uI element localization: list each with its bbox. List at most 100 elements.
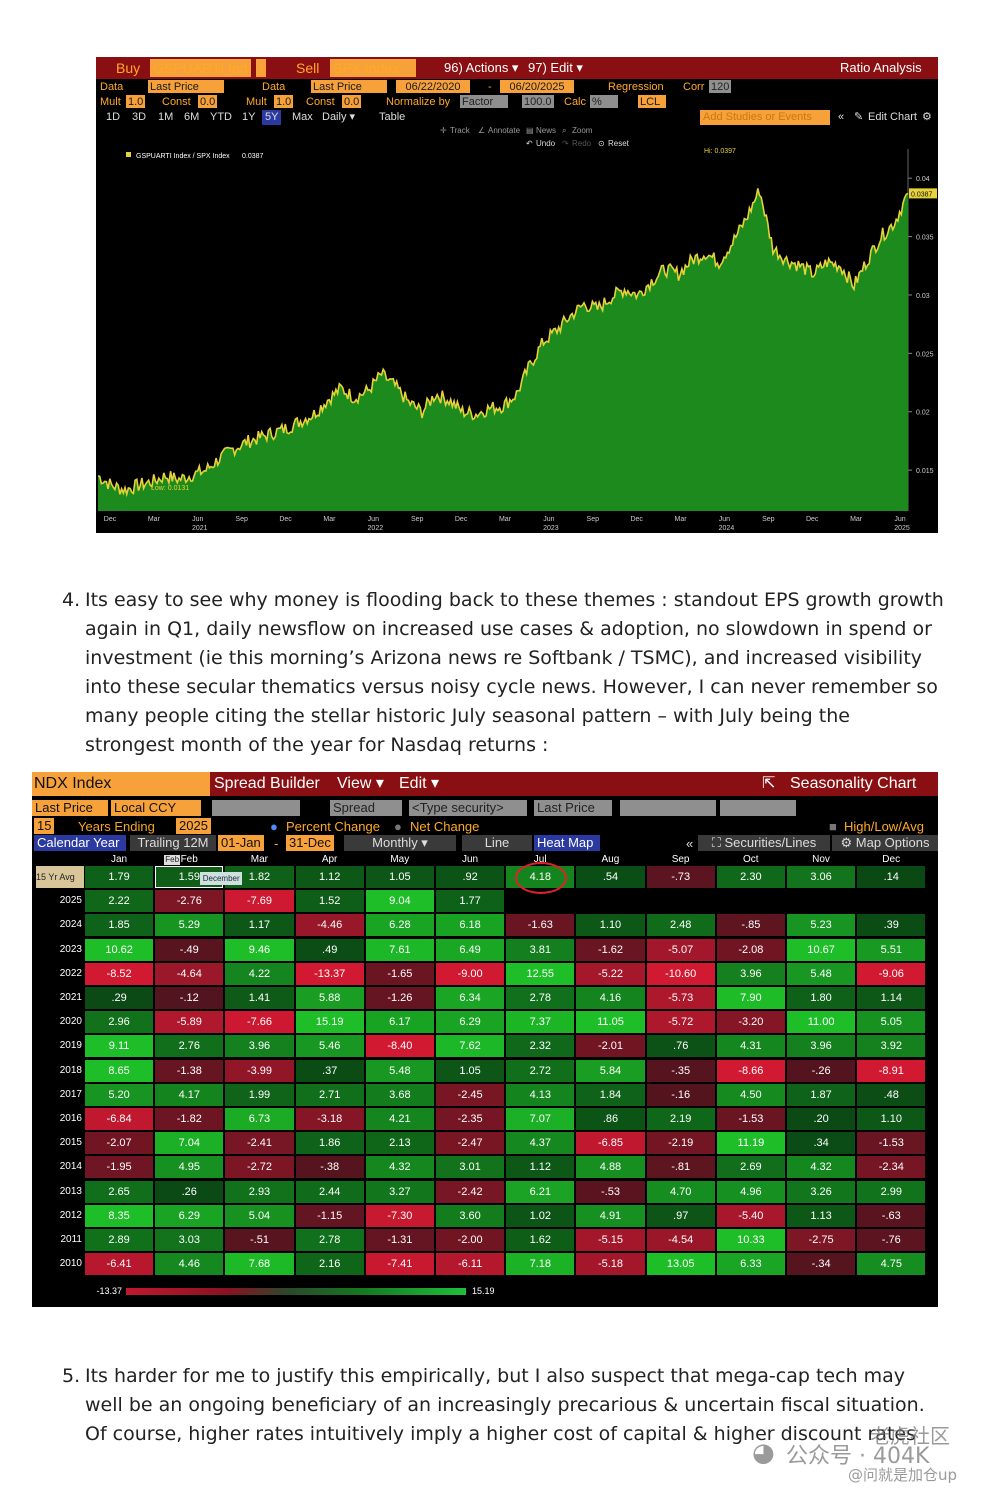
high-low-avg-checkbox[interactable]: High/Low/Avg (844, 819, 924, 834)
heat-cell[interactable]: -5.15 (576, 1229, 645, 1251)
heat-cell[interactable]: -2.45 (436, 1083, 505, 1106)
start-date-input[interactable]: 06/22/2020 (396, 80, 470, 93)
heat-cell[interactable]: -7.30 (365, 1204, 434, 1227)
heat-cell[interactable]: 1.41 (225, 987, 294, 1009)
heat-cell[interactable]: 4.91 (576, 1204, 645, 1227)
heat-cell[interactable]: -.34 (787, 1253, 856, 1276)
net-change-radio[interactable]: Net Change (410, 819, 480, 834)
heat-cell[interactable]: 1.77 (436, 890, 505, 913)
heat-cell[interactable]: 8.65 (85, 1059, 154, 1082)
heat-cell[interactable]: 2.13 (365, 1132, 434, 1155)
heat-cell[interactable]: 4.32 (787, 1156, 856, 1179)
heat-cell[interactable]: 4.75 (857, 1253, 926, 1276)
heat-cell[interactable]: -8.91 (857, 1059, 926, 1082)
heat-cell[interactable]: 1.05 (365, 866, 434, 888)
heat-cell[interactable]: 4.16 (576, 987, 645, 1009)
heat-cell[interactable]: 1.84 (576, 1083, 645, 1106)
heat-cell[interactable]: 7.37 (506, 1011, 575, 1034)
pencil-icon[interactable]: ✎ (854, 111, 864, 123)
heat-cell[interactable]: 4.17 (155, 1083, 224, 1106)
heat-cell[interactable]: 10.33 (716, 1229, 785, 1251)
heat-cell[interactable]: -2.08 (716, 938, 785, 961)
heat-cell[interactable]: 2.71 (295, 1083, 364, 1106)
heat-cell[interactable]: .20 (787, 1108, 856, 1130)
heat-cell[interactable]: .29 (85, 987, 154, 1009)
heat-cell[interactable]: 6.29 (436, 1011, 505, 1034)
heat-cell[interactable]: 9.46 (225, 938, 294, 961)
heat-cell[interactable]: 5.51 (857, 938, 926, 961)
period-ytd[interactable]: YTD (210, 111, 232, 123)
heat-cell[interactable]: 1.80 (787, 987, 856, 1009)
map-options-button[interactable]: ⚙ Map Options (832, 835, 938, 851)
field2-select[interactable]: Last Price (534, 800, 612, 816)
heat-cell[interactable]: -2.35 (436, 1108, 505, 1130)
heat-cell[interactable]: 5.84 (576, 1059, 645, 1082)
heat-cell[interactable]: 3.96 (787, 1035, 856, 1058)
blank3-select[interactable] (720, 800, 796, 816)
heat-cell[interactable]: -5.73 (646, 987, 715, 1009)
spread-select[interactable]: Spread (330, 800, 402, 816)
heat-cell[interactable]: -9.06 (857, 962, 926, 985)
heat-cell[interactable]: -6.84 (85, 1108, 154, 1130)
heat-cell[interactable]: 4.46 (155, 1253, 224, 1276)
edit-chart-button[interactable]: Edit Chart (868, 111, 917, 123)
heat-cell[interactable]: 8.35 (85, 1204, 154, 1227)
const-input[interactable]: 0.0 (198, 95, 218, 108)
heat-cell[interactable]: 13.05 (646, 1253, 715, 1276)
heat-cell[interactable]: 6.34 (436, 987, 505, 1009)
heat-cell[interactable]: 10.67 (787, 938, 856, 961)
mult-input[interactable]: 1.0 (126, 95, 146, 108)
heat-cell[interactable]: 7.62 (436, 1035, 505, 1058)
heat-cell[interactable]: 11.00 (787, 1011, 856, 1034)
radio-icon[interactable]: ● (270, 819, 278, 834)
heat-cell[interactable]: 2.16 (295, 1253, 364, 1276)
heat-cell[interactable]: -7.41 (365, 1253, 434, 1276)
heat-cell[interactable]: 3.26 (787, 1180, 856, 1203)
ticker-input[interactable]: NDX Index (32, 772, 210, 796)
heat-cell[interactable]: 7.04 (155, 1132, 224, 1155)
heat-cell[interactable]: 6.73 (225, 1108, 294, 1130)
period-1m[interactable]: 1M (158, 111, 174, 123)
line-tab[interactable]: Line (462, 835, 532, 851)
heat-cell[interactable]: 2.99 (857, 1180, 926, 1203)
heat-cell[interactable]: -5.40 (716, 1204, 785, 1227)
heat-cell[interactable]: 7.18 (506, 1253, 575, 1276)
heat-cell[interactable]: -1.62 (576, 938, 645, 961)
currency-select[interactable]: LCL (638, 95, 666, 108)
period-1y[interactable]: 1Y (242, 111, 256, 123)
news-tool[interactable]: News (536, 126, 557, 135)
percent-change-radio[interactable]: Percent Change (286, 819, 380, 834)
heat-cell[interactable]: -2.72 (225, 1156, 294, 1179)
heat-cell[interactable]: 5.46 (295, 1035, 364, 1058)
heat-cell[interactable]: 5.23 (787, 914, 856, 937)
edit-menu[interactable]: 97) Edit ▾ (528, 60, 583, 75)
heat-cell[interactable]: 6.29 (155, 1204, 224, 1227)
calc-select[interactable]: % (590, 95, 618, 108)
heat-cell[interactable]: 9.04 (365, 890, 434, 913)
heat-cell[interactable]: -2.00 (436, 1229, 505, 1251)
heat-cell[interactable]: 6.28 (365, 914, 434, 937)
currency-select[interactable]: Local CCY (111, 800, 201, 816)
heat-cell[interactable]: 4.70 (646, 1180, 715, 1203)
reset-button[interactable]: Reset (608, 139, 629, 148)
heat-cell[interactable]: 4.32 (365, 1156, 434, 1179)
collapse-icon[interactable]: « (838, 111, 845, 123)
period-1d[interactable]: 1D (106, 111, 121, 123)
heat-cell[interactable]: -.85 (716, 914, 785, 937)
add-studies-input[interactable]: Add Studies or Events (700, 110, 830, 125)
end-date-input[interactable]: 31-Dec (286, 835, 334, 851)
blank-select[interactable] (212, 800, 300, 816)
heat-cell[interactable]: -1.53 (857, 1132, 926, 1155)
heat-cell[interactable]: .54 (576, 866, 645, 888)
buy-ticker-input[interactable]: GSPUARTI Ind (150, 59, 251, 77)
heat-cell[interactable]: 1.12 (506, 1156, 575, 1179)
export-icon[interactable]: ⇱ (762, 775, 776, 792)
heat-cell[interactable]: 12.55 (506, 962, 575, 985)
heat-cell[interactable]: 6.49 (436, 938, 505, 961)
heat-cell[interactable]: -.12 (155, 987, 224, 1009)
heat-cell[interactable]: -.38 (295, 1156, 364, 1179)
regression-checkbox[interactable]: Regression (608, 81, 664, 93)
blank2-select[interactable] (620, 800, 716, 816)
heat-cell[interactable]: 4.88 (576, 1156, 645, 1179)
heat-cell[interactable]: 2.19 (646, 1108, 715, 1130)
